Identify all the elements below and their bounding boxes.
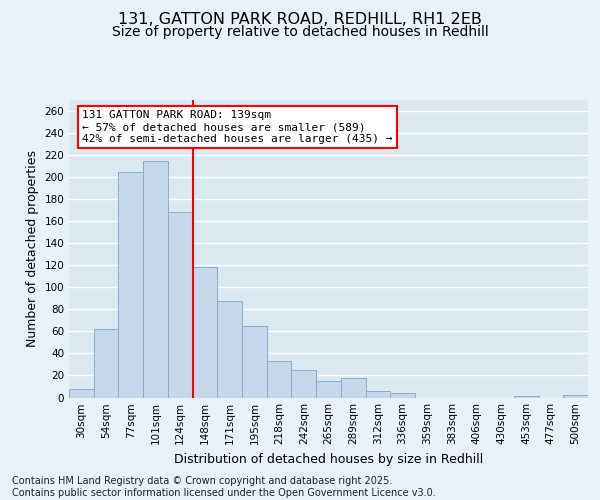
Bar bbox=[365, 391, 390, 398]
Bar bbox=[514, 396, 539, 398]
Text: Size of property relative to detached houses in Redhill: Size of property relative to detached ho… bbox=[112, 25, 488, 39]
X-axis label: Distribution of detached houses by size in Redhill: Distribution of detached houses by size … bbox=[174, 453, 483, 466]
Bar bbox=[168, 212, 193, 398]
Bar bbox=[292, 370, 316, 398]
Bar bbox=[242, 326, 267, 398]
Bar bbox=[193, 268, 217, 398]
Bar bbox=[390, 393, 415, 398]
Bar bbox=[217, 300, 242, 398]
Text: Contains HM Land Registry data © Crown copyright and database right 2025.
Contai: Contains HM Land Registry data © Crown c… bbox=[12, 476, 436, 498]
Bar bbox=[563, 396, 588, 398]
Bar bbox=[267, 361, 292, 398]
Bar bbox=[118, 172, 143, 398]
Text: 131, GATTON PARK ROAD, REDHILL, RH1 2EB: 131, GATTON PARK ROAD, REDHILL, RH1 2EB bbox=[118, 12, 482, 28]
Bar bbox=[316, 381, 341, 398]
Text: 131 GATTON PARK ROAD: 139sqm
← 57% of detached houses are smaller (589)
42% of s: 131 GATTON PARK ROAD: 139sqm ← 57% of de… bbox=[82, 110, 392, 144]
Bar bbox=[69, 388, 94, 398]
Y-axis label: Number of detached properties: Number of detached properties bbox=[26, 150, 39, 348]
Bar bbox=[143, 160, 168, 398]
Bar bbox=[94, 329, 118, 398]
Bar bbox=[341, 378, 365, 398]
